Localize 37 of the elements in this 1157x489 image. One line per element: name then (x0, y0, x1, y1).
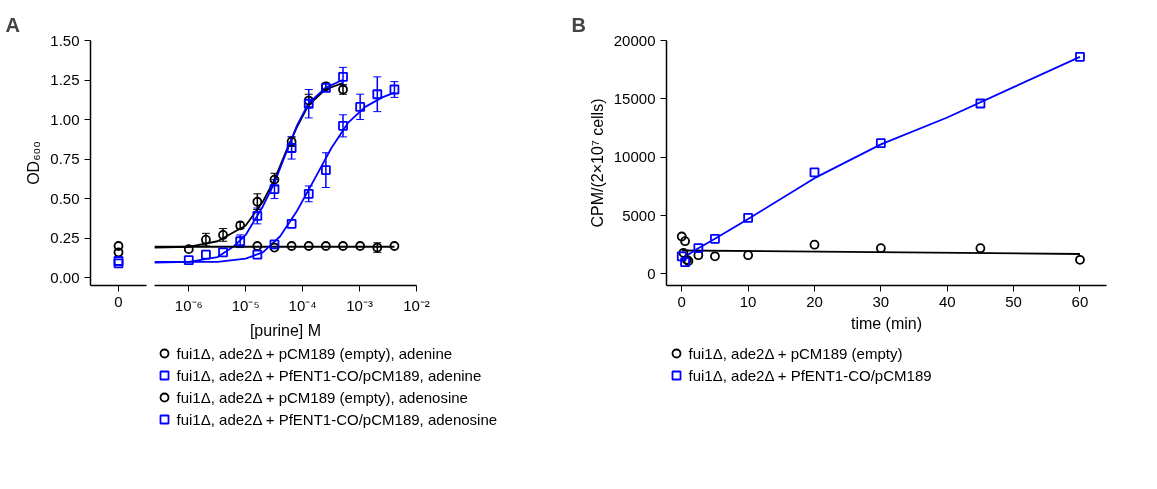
x-axis-title: time (min) (850, 314, 923, 332)
x-tick-label: 10⁻⁶ (174, 296, 203, 314)
y-tick-label: 15000 (613, 89, 656, 107)
x-tick-label: 10⁻² (403, 296, 430, 314)
x-tick-label: 30 (872, 292, 890, 310)
x-axis-title: [purine] M (249, 321, 322, 339)
y-axis-title: OD₆₀₀ (25, 141, 43, 185)
y-tick-label: 20000 (613, 31, 656, 49)
x-tick-label: 10⁻⁵ (231, 296, 260, 314)
y-tick-label: 10000 (613, 148, 656, 166)
y-tick-label: 0.50 (50, 189, 80, 207)
y-tick-label: 1.50 (50, 31, 80, 49)
y-tick-label: 5000 (622, 206, 656, 224)
y-tick-label: 0.75 (50, 150, 80, 168)
x-tick-label: 10⁻³ (346, 296, 373, 314)
legend-label: fui1Δ, ade2Δ + pCM189 (empty), adenine (176, 345, 453, 362)
legend-label: fui1Δ, ade2Δ + PfENT1-CO/pCM189, adenosine (176, 411, 498, 428)
x-tick-label: 50 (1005, 292, 1022, 310)
x-tick-label: 0 (677, 292, 686, 310)
y-tick-label: 0.00 (50, 268, 80, 286)
chart-title: A (5, 13, 20, 36)
y-tick-label: 0 (647, 264, 656, 282)
legend-label: fui1Δ, ade2Δ + pCM189 (empty) (688, 345, 903, 362)
y-axis-title: CPM/(2×10⁷ cells) (588, 98, 606, 228)
legend-label: fui1Δ, ade2Δ + PfENT1-CO/pCM189, adenine (176, 367, 482, 384)
x-tick-label: 20 (806, 292, 823, 310)
x-tick-label: 0 (114, 292, 123, 310)
chart-title: B (571, 13, 586, 36)
y-tick-label: 1.25 (50, 71, 80, 89)
legend-label: fui1Δ, ade2Δ + PfENT1-CO/pCM189 (688, 367, 932, 384)
y-tick-label: 1.00 (50, 110, 80, 128)
x-tick-label: 60 (1071, 292, 1089, 310)
y-tick-label: 0.25 (50, 229, 80, 247)
x-tick-label: 10 (739, 292, 757, 310)
legend-label: fui1Δ, ade2Δ + pCM189 (empty), adenosine (176, 389, 468, 406)
x-tick-label: 40 (938, 292, 956, 310)
x-tick-label: 10⁻⁴ (288, 296, 317, 314)
